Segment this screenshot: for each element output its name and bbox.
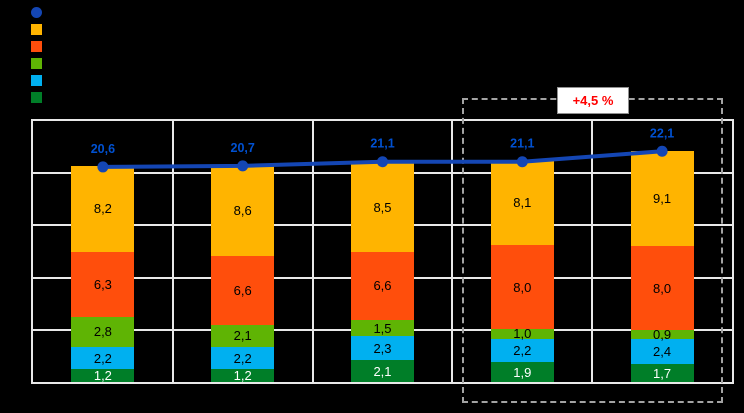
bar-segment-label: 6,6 [373, 278, 392, 294]
bar-segment-label: 2,4 [653, 344, 672, 360]
bar-segment-label: 2,2 [513, 343, 532, 359]
bar-segment-label: 8,5 [373, 199, 392, 215]
bar-segment-label: 2,2 [233, 350, 252, 366]
bar-segment-label: 8,0 [653, 280, 672, 296]
bar-segment-label: 8,6 [233, 203, 252, 219]
growth-annotation-label: +4,5 % [572, 93, 614, 108]
bar-segment-red-orange: 8,0 [630, 246, 694, 330]
gridline-vertical [171, 121, 174, 382]
bar-segment-green: 0,9 [630, 327, 694, 343]
bar-segment-dark-green: 1,9 [490, 362, 554, 382]
bar-segment-green: 1,5 [351, 320, 414, 337]
legend-segment-cyan-marker-icon [31, 75, 42, 86]
bar-segment-label: 6,3 [93, 276, 112, 292]
bar-segment-dark-green: 1,2 [211, 368, 275, 384]
bar-segment-green: 2,8 [71, 317, 135, 347]
bar-segment-label: 6,6 [233, 282, 252, 298]
gridline-vertical [311, 121, 314, 382]
bar-segment-label: 0,9 [653, 327, 672, 343]
bar-segment-orange: 8,6 [211, 165, 275, 256]
bar-segment-label: 8,1 [513, 195, 532, 211]
bar-segment-cyan: 2,2 [490, 339, 554, 363]
bar-segment-cyan: 2,2 [71, 346, 135, 370]
legend-segment-green-marker-icon [31, 58, 42, 69]
bar-segment-dark-green: 1,7 [630, 364, 694, 382]
bar-segment-label: 1,2 [93, 368, 112, 384]
legend-segment-dark-green-marker-icon [31, 92, 42, 103]
bar-segment-label: 2,1 [373, 363, 392, 379]
bar-segment-label: 1,0 [513, 326, 532, 342]
highlight-dashed-box [462, 98, 723, 403]
bar-segment-dark-green: 1,2 [71, 368, 135, 384]
bar-segment-red-orange: 6,6 [211, 255, 275, 325]
bar-segment-red-orange: 6,6 [351, 251, 414, 321]
bar-segment-orange: 8,1 [490, 160, 554, 246]
bar-segment-label: 1,9 [513, 364, 532, 380]
legend-segment-orange-marker-icon [31, 24, 42, 35]
legend-item-segment-green [31, 58, 42, 69]
legend-item-total-line [31, 7, 42, 18]
legend [31, 7, 42, 109]
total-line-value-label: 20,7 [231, 141, 255, 155]
growth-annotation: +4,5 % [557, 87, 629, 114]
bar-segment-orange: 8,5 [351, 162, 414, 252]
bar-segment-label: 2,8 [93, 324, 112, 340]
bar-segment-cyan: 2,3 [351, 336, 414, 361]
bar-segment-label: 2,1 [233, 328, 252, 344]
bar-segment-label: 2,3 [373, 340, 392, 356]
legend-item-segment-red-orange [31, 41, 42, 52]
bar-segment-red-orange: 6,3 [71, 251, 135, 318]
legend-item-segment-orange [31, 24, 42, 35]
bar-segment-label: 1,2 [233, 368, 252, 384]
bar-segment-label: 1,7 [653, 365, 672, 381]
legend-segment-red-orange-marker-icon [31, 41, 42, 52]
total-line-value-label: 21,1 [370, 137, 394, 151]
bar-segment-dark-green: 2,1 [351, 360, 414, 382]
bar-segment-label: 2,2 [93, 350, 112, 366]
legend-item-segment-cyan [31, 75, 42, 86]
bar-segment-label: 8,2 [93, 201, 112, 217]
bar-segment-red-orange: 8,0 [490, 245, 554, 329]
bar-segment-orange: 8,2 [71, 165, 135, 252]
legend-item-segment-dark-green [31, 92, 42, 103]
bar-segment-cyan: 2,4 [630, 339, 694, 365]
bar-segment-green: 1,0 [490, 326, 554, 342]
legend-total-line-marker-icon [31, 7, 42, 18]
bar-segment-cyan: 2,2 [211, 346, 275, 370]
bar-segment-label: 1,5 [373, 320, 392, 336]
bar-segment-label: 8,0 [513, 279, 532, 295]
bar-segment-label: 9,1 [653, 191, 672, 207]
gridline-vertical [451, 121, 454, 382]
gridline-vertical [591, 121, 594, 382]
total-line-value-label: 20,6 [91, 142, 115, 156]
bar-segment-green: 2,1 [211, 324, 275, 347]
